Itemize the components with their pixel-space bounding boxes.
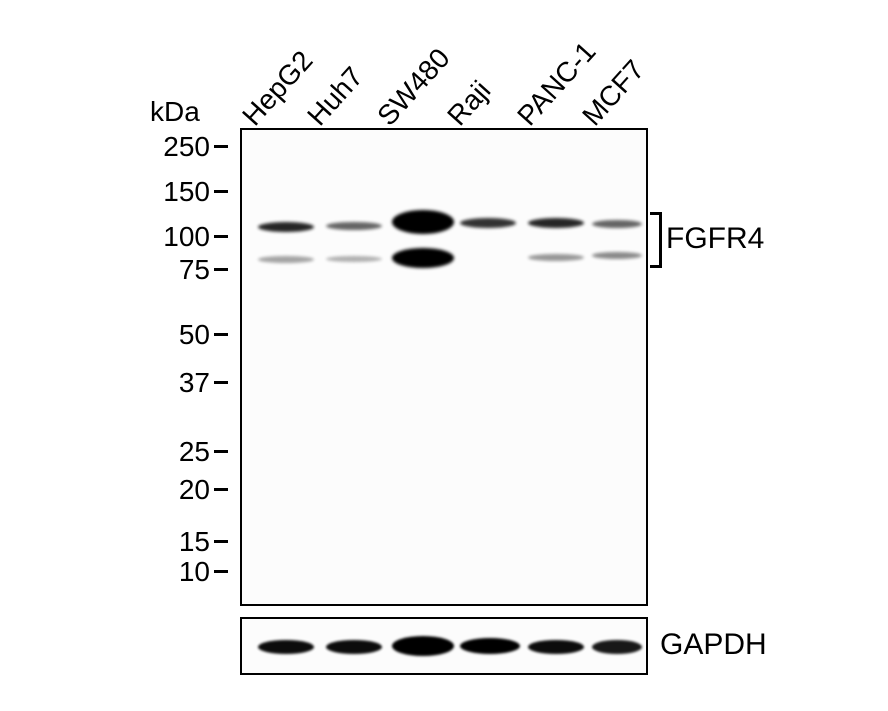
mw-marker-tick: [214, 190, 228, 193]
protein-band: [528, 254, 584, 261]
mw-marker-tick: [214, 540, 228, 543]
mw-marker-tick: [214, 235, 228, 238]
protein-band: [326, 222, 382, 230]
mw-marker-label: 50: [140, 319, 210, 351]
protein-band: [392, 210, 454, 234]
mw-marker-tick: [214, 145, 228, 148]
kda-label: kDa: [150, 96, 200, 128]
western-blot-figure: kDa FGFR4 GAPDH 250 150 10075 50 37 25 20 1510 H…: [0, 0, 888, 711]
mw-marker-tick: [214, 488, 228, 491]
protein-band: [258, 256, 314, 263]
lane-label: HepG2: [236, 45, 319, 132]
protein-band: [258, 222, 314, 232]
gapdh-band: [258, 640, 314, 654]
protein-band: [592, 220, 642, 228]
mw-marker-tick: [214, 450, 228, 453]
mw-marker-label: 37: [140, 367, 210, 399]
mw-marker-label: 25: [140, 436, 210, 468]
gapdh-label: GAPDH: [660, 628, 767, 662]
protein-band: [592, 252, 642, 259]
mw-marker-tick: [214, 333, 228, 336]
gapdh-band: [326, 640, 382, 654]
fgfr4-label: FGFR4: [666, 222, 764, 256]
mw-marker-tick: [214, 381, 228, 384]
mw-marker-label: 75: [140, 254, 210, 286]
mw-marker-label: 20: [140, 474, 210, 506]
protein-band: [392, 248, 454, 268]
lane-label: SW480: [371, 42, 456, 132]
gapdh-band: [460, 638, 520, 654]
protein-band: [326, 256, 382, 262]
gapdh-band: [528, 640, 584, 654]
gapdh-band: [392, 636, 454, 656]
protein-band: [528, 218, 584, 228]
gapdh-band: [592, 640, 642, 654]
main-blot-membrane: [240, 128, 648, 606]
mw-marker-label: 15: [140, 526, 210, 558]
mw-marker-tick: [214, 268, 228, 271]
mw-marker-label: 250: [140, 131, 210, 163]
lane-label: Raji: [441, 75, 497, 132]
mw-marker-label: 10: [140, 556, 210, 588]
mw-marker-label: 100: [140, 221, 210, 253]
fgfr4-bracket: [650, 212, 662, 268]
mw-marker-tick: [214, 570, 228, 573]
mw-marker-label: 150: [140, 176, 210, 208]
protein-band: [460, 218, 516, 228]
